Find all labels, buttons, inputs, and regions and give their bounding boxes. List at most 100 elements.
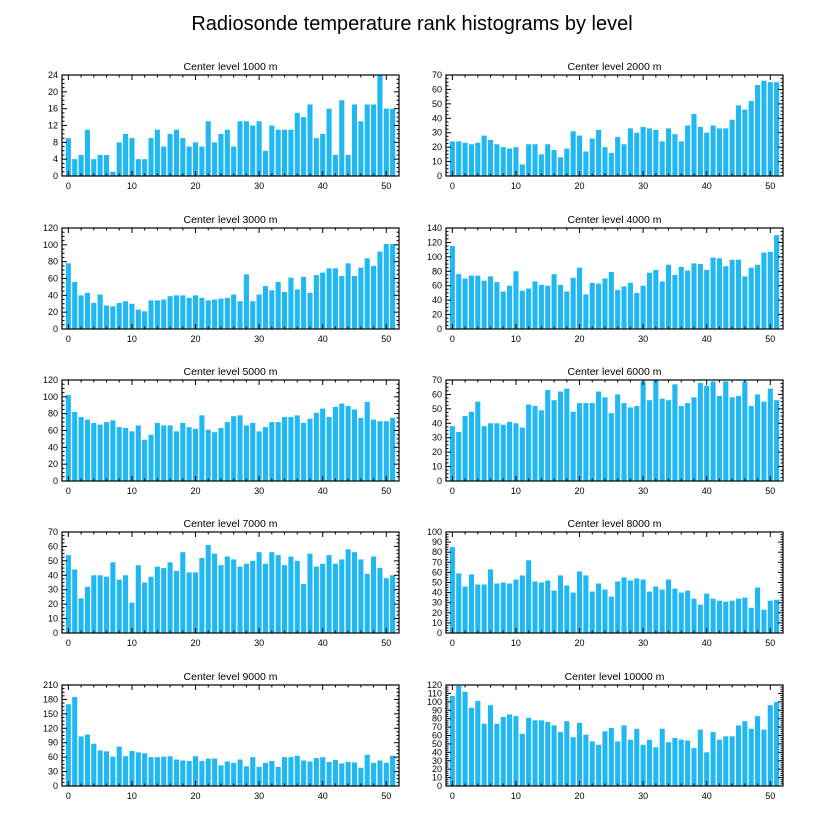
histogram-bar bbox=[494, 583, 500, 633]
histogram-bar bbox=[487, 705, 494, 786]
histogram-bar bbox=[371, 104, 377, 176]
x-tick-label: 30 bbox=[254, 791, 264, 801]
histogram-bar bbox=[72, 697, 78, 786]
y-tick-label: 0 bbox=[53, 324, 58, 334]
histogram-bar bbox=[678, 592, 684, 633]
panel-frame bbox=[445, 684, 784, 787]
x-tick-label: 30 bbox=[638, 791, 648, 801]
histogram-bar bbox=[634, 578, 640, 633]
histogram-bar bbox=[462, 586, 468, 633]
histogram-bar bbox=[320, 757, 326, 786]
histogram-bar bbox=[500, 424, 506, 481]
histogram-bar bbox=[154, 300, 160, 329]
histogram-bar bbox=[199, 146, 205, 176]
y-tick-label: 0 bbox=[437, 628, 442, 638]
histogram-bar bbox=[103, 154, 110, 176]
y-tick-label: 0 bbox=[437, 171, 442, 181]
histogram-bar bbox=[755, 716, 761, 786]
histogram-bar bbox=[294, 755, 300, 786]
histogram-bar bbox=[313, 138, 319, 176]
histogram-bar bbox=[313, 412, 319, 481]
histogram-bar bbox=[761, 729, 767, 786]
x-tick-label: 0 bbox=[66, 181, 71, 191]
histogram-panel: Center level 1000 m 0 4 8 12 16 20 24 0 10 20 30 40 5… bbox=[48, 61, 400, 191]
histogram-bar bbox=[262, 427, 269, 481]
histogram-bar bbox=[507, 421, 513, 481]
histogram-bar bbox=[774, 400, 780, 481]
x-tick-label: 20 bbox=[575, 791, 585, 801]
histogram-bar bbox=[123, 427, 129, 481]
y-tick-label: 50 bbox=[48, 556, 58, 566]
histogram-bar bbox=[288, 417, 294, 481]
histogram-bar bbox=[602, 278, 608, 329]
histogram-bar bbox=[148, 138, 154, 176]
histogram-bar bbox=[589, 138, 595, 176]
histogram-bar bbox=[212, 432, 218, 481]
histogram-bar bbox=[97, 154, 103, 176]
histogram-bar bbox=[116, 579, 122, 633]
histogram-bar bbox=[72, 159, 78, 176]
histogram-bar bbox=[269, 290, 275, 329]
histogram-bar bbox=[774, 599, 780, 633]
histogram-bar bbox=[576, 403, 583, 481]
histogram-bar bbox=[691, 263, 697, 329]
histogram-bar bbox=[339, 403, 345, 481]
x-tick-label: 30 bbox=[638, 638, 648, 648]
histogram-bar bbox=[659, 141, 665, 176]
histogram-bar bbox=[742, 276, 748, 329]
panel-frame bbox=[445, 379, 784, 482]
histogram-bar bbox=[65, 138, 71, 176]
histogram-bar bbox=[205, 544, 211, 633]
histogram-bar bbox=[716, 739, 722, 786]
histogram-bar bbox=[526, 288, 532, 329]
histogram-bar bbox=[672, 738, 678, 786]
histogram-bar bbox=[449, 141, 455, 176]
histogram-bar bbox=[755, 264, 761, 329]
histogram-bar bbox=[192, 428, 199, 481]
panel-frame bbox=[61, 531, 400, 634]
histogram-bar bbox=[449, 547, 455, 633]
histogram-bar bbox=[767, 705, 773, 786]
y-tick-label: 40 bbox=[432, 113, 442, 123]
y-tick-label: 8 bbox=[53, 137, 58, 147]
histogram-bar bbox=[224, 422, 230, 481]
histogram-bar bbox=[256, 121, 262, 176]
x-tick-label: 40 bbox=[318, 638, 328, 648]
histogram-bar bbox=[97, 294, 103, 329]
histogram-bar bbox=[371, 419, 377, 481]
histogram-bar bbox=[570, 737, 576, 786]
histogram-bar bbox=[91, 743, 97, 786]
y-tick-label: 30 bbox=[48, 767, 58, 777]
histogram-bar bbox=[685, 270, 691, 329]
histogram-bar bbox=[691, 598, 697, 633]
histogram-bar bbox=[364, 573, 370, 633]
histogram-bar bbox=[199, 297, 205, 329]
y-tick-label: 20 bbox=[432, 764, 442, 774]
y-tick-label: 60 bbox=[432, 731, 442, 741]
histogram-bar bbox=[288, 757, 294, 786]
histogram-bar bbox=[186, 297, 192, 329]
histogram-bar bbox=[288, 129, 294, 176]
histogram-bar bbox=[103, 576, 110, 633]
histogram-bar bbox=[383, 243, 389, 329]
y-tick-label: 40 bbox=[48, 290, 58, 300]
panel-title: Center level 5000 m bbox=[184, 366, 278, 378]
histogram-bar bbox=[110, 306, 116, 329]
panel-frame bbox=[61, 379, 400, 482]
y-tick-label: 20 bbox=[48, 307, 58, 317]
histogram-bar bbox=[78, 736, 84, 786]
x-tick-label: 40 bbox=[318, 486, 328, 496]
histogram-bar bbox=[332, 154, 338, 176]
histogram-bar bbox=[282, 417, 288, 481]
y-tick-label: 80 bbox=[48, 409, 58, 419]
histogram-bar bbox=[243, 121, 249, 176]
histogram-bar bbox=[199, 557, 205, 633]
histogram-bar bbox=[205, 121, 211, 176]
histogram-bar bbox=[84, 734, 90, 786]
histogram-bar bbox=[154, 422, 160, 481]
x-tick-label: 40 bbox=[702, 791, 712, 801]
histogram-bar bbox=[672, 384, 678, 481]
y-tick-label: 100 bbox=[427, 697, 442, 707]
histogram-bar bbox=[538, 284, 544, 329]
histogram-bar bbox=[532, 144, 538, 176]
